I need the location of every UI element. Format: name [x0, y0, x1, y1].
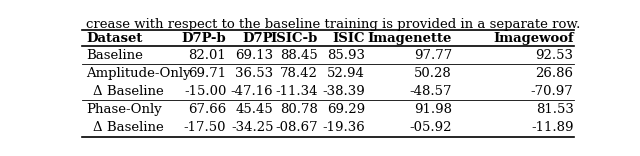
Text: 80.78: 80.78 [280, 103, 318, 116]
Text: 67.66: 67.66 [188, 103, 227, 116]
Text: Δ Baseline: Δ Baseline [93, 85, 164, 98]
Text: -17.50: -17.50 [184, 121, 227, 134]
Text: 36.53: 36.53 [236, 67, 273, 80]
Text: -15.00: -15.00 [184, 85, 227, 98]
Text: Baseline: Baseline [86, 49, 143, 62]
Text: -11.34: -11.34 [276, 85, 318, 98]
Text: 82.01: 82.01 [189, 49, 227, 62]
Text: Phase-Only: Phase-Only [86, 103, 162, 116]
Text: -05.92: -05.92 [410, 121, 452, 134]
Text: -34.25: -34.25 [231, 121, 273, 134]
Text: -11.89: -11.89 [531, 121, 573, 134]
Text: -47.16: -47.16 [231, 85, 273, 98]
Text: Δ Baseline: Δ Baseline [93, 121, 164, 134]
Text: Imagewoof: Imagewoof [493, 32, 573, 45]
Text: D7P-b: D7P-b [182, 32, 227, 45]
Text: -48.57: -48.57 [410, 85, 452, 98]
Text: -08.67: -08.67 [275, 121, 318, 134]
Text: 81.53: 81.53 [536, 103, 573, 116]
Text: -70.97: -70.97 [531, 85, 573, 98]
Text: 69.13: 69.13 [236, 49, 273, 62]
Text: ISIC: ISIC [333, 32, 365, 45]
Text: 78.42: 78.42 [280, 67, 318, 80]
Text: ISIC-b: ISIC-b [271, 32, 318, 45]
Text: D7P: D7P [243, 32, 273, 45]
Text: 85.93: 85.93 [327, 49, 365, 62]
Text: -38.39: -38.39 [323, 85, 365, 98]
Text: Imagenette: Imagenette [367, 32, 452, 45]
Text: 26.86: 26.86 [536, 67, 573, 80]
Text: crease with respect to the baseline training is provided in a separate row.: crease with respect to the baseline trai… [86, 18, 580, 31]
Text: 97.77: 97.77 [413, 49, 452, 62]
Text: 88.45: 88.45 [280, 49, 318, 62]
Text: 52.94: 52.94 [327, 67, 365, 80]
Text: Dataset: Dataset [86, 32, 142, 45]
Text: 45.45: 45.45 [236, 103, 273, 116]
Text: 69.71: 69.71 [188, 67, 227, 80]
Text: 50.28: 50.28 [414, 67, 452, 80]
Text: -19.36: -19.36 [323, 121, 365, 134]
Text: Amplitude-Only: Amplitude-Only [86, 67, 191, 80]
Text: 91.98: 91.98 [414, 103, 452, 116]
Text: 69.29: 69.29 [327, 103, 365, 116]
Text: 92.53: 92.53 [536, 49, 573, 62]
